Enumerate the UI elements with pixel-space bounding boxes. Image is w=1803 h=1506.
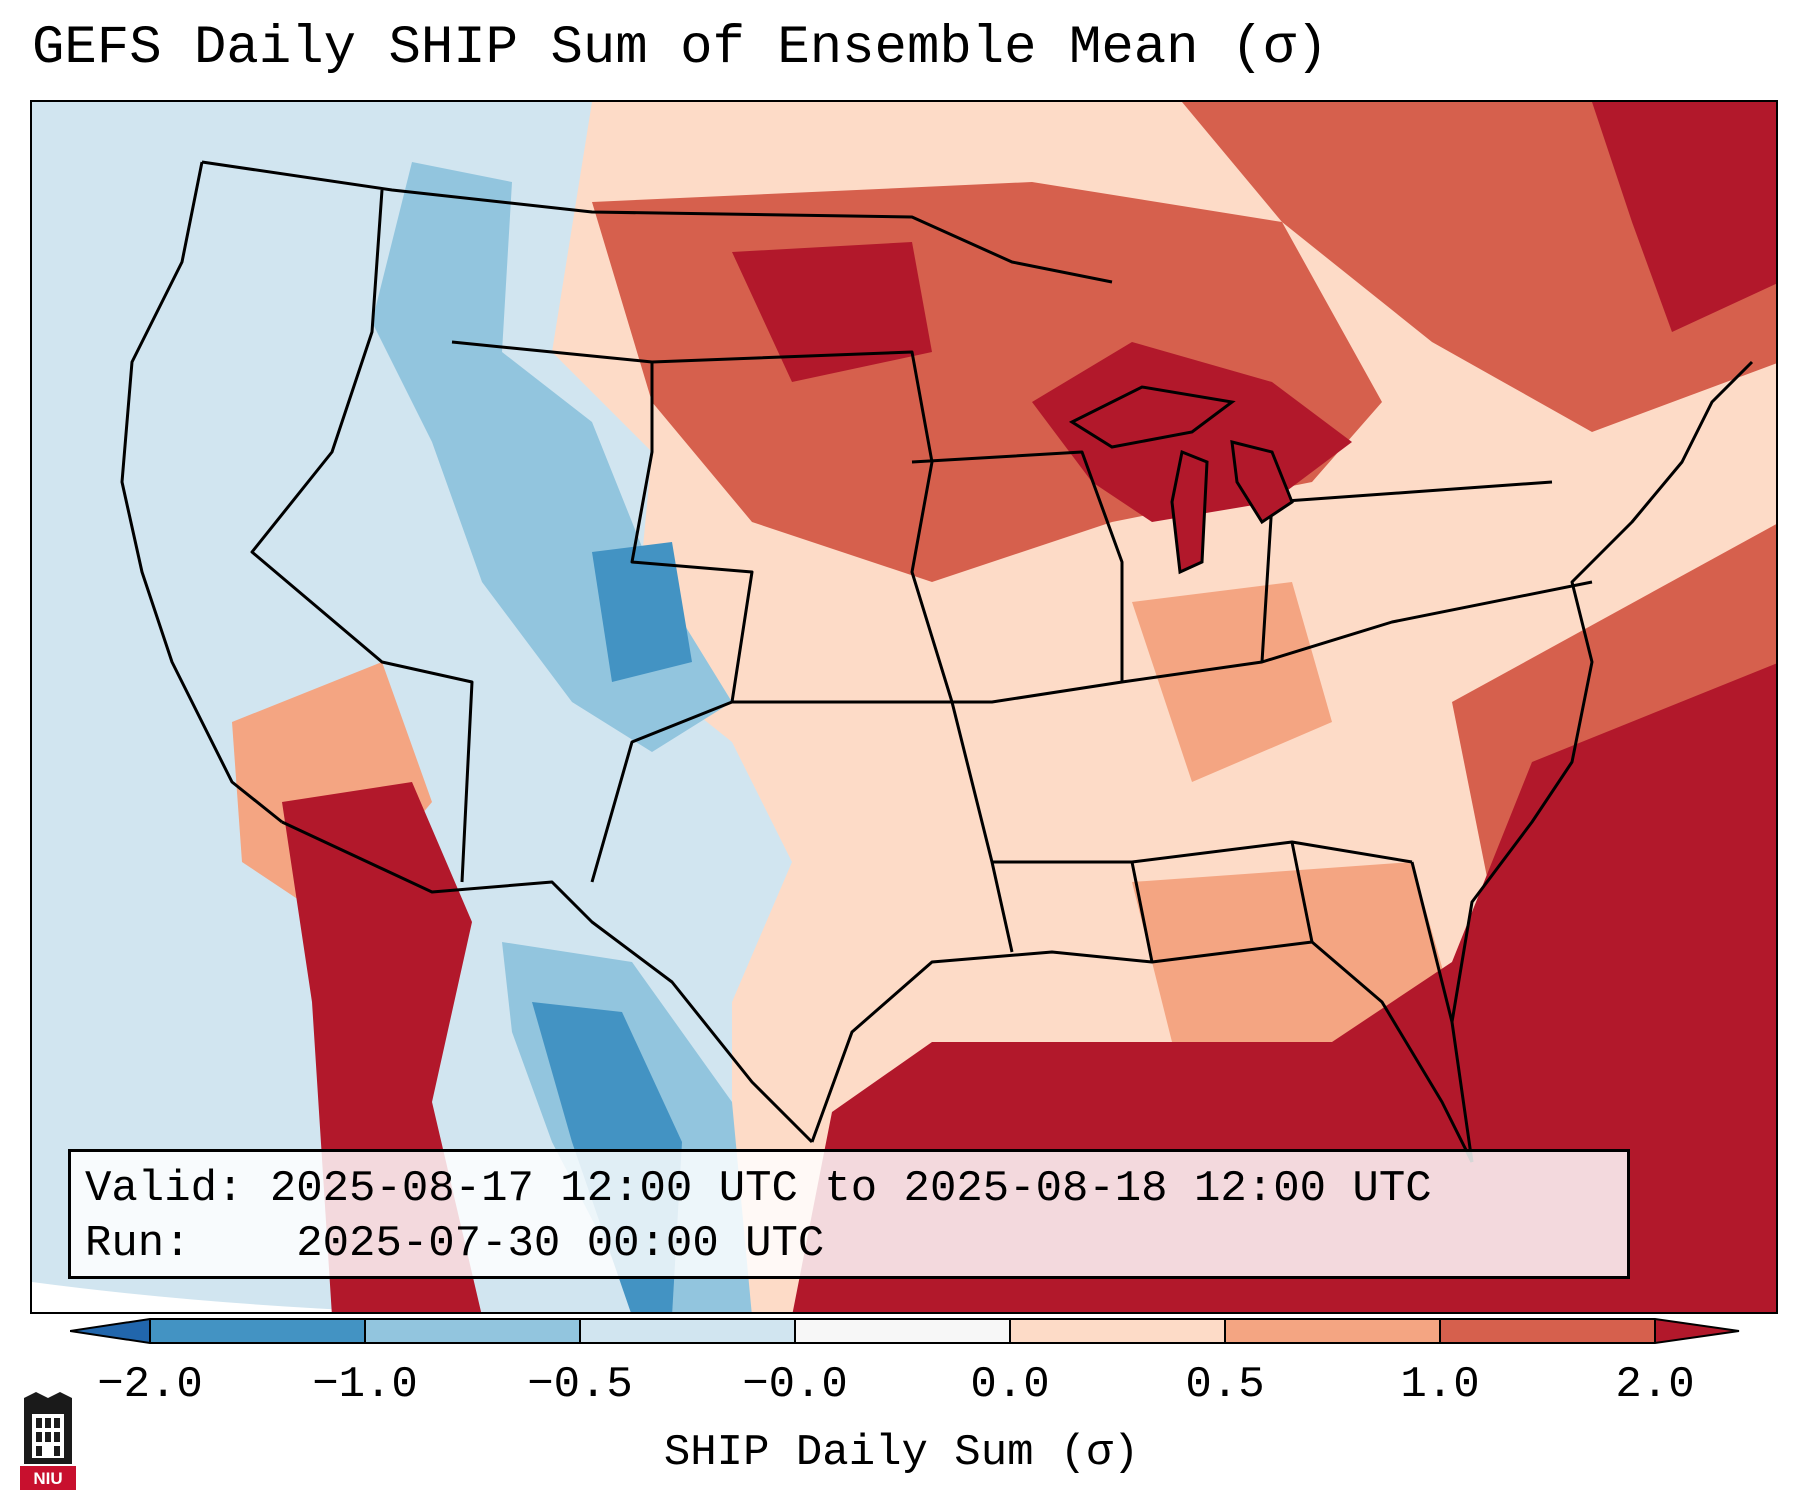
colorbar-bin-4 <box>795 1319 1010 1343</box>
colorbar-bin-5 <box>1010 1319 1225 1343</box>
tick-label: −0.5 <box>527 1360 633 1410</box>
lake-michigan <box>1170 449 1209 575</box>
domain-edge-sw <box>32 1282 391 1312</box>
east-coast <box>1450 360 1754 1163</box>
colorbar-bin-6 <box>1225 1319 1440 1343</box>
gulf-coast <box>810 940 1474 1163</box>
run-label: Run: <box>85 1219 191 1269</box>
state-line-south <box>992 840 1413 864</box>
chart-title: GEFS Daily SHIP Sum of Ensemble Mean (σ) <box>32 18 1329 79</box>
colorbar-over-arrow <box>1655 1319 1739 1343</box>
colorbar <box>70 1318 1740 1344</box>
valid-run-info-box: Valid: 2025-08-17 12:00 UTC to 2025-08-1… <box>68 1149 1630 1279</box>
colorbar-under-arrow <box>70 1319 150 1343</box>
colorbar-bin-3 <box>580 1319 795 1343</box>
tick-label: −1.0 <box>312 1360 418 1410</box>
lake-superior <box>1068 385 1236 449</box>
valid-time-range: 2025-08-17 12:00 UTC to 2025-08-18 12:00… <box>269 1164 1432 1214</box>
colorbar-bin-7 <box>1440 1319 1655 1343</box>
moderate-anomaly-ohio <box>1132 582 1332 782</box>
colorbar-bin-1 <box>150 1319 365 1343</box>
state-line-southeast <box>1130 841 1454 1023</box>
us-mexico-border <box>281 820 814 1144</box>
state-line-rockies <box>451 340 754 883</box>
us-west-coast <box>120 161 283 824</box>
niu-logo: NIU <box>20 1392 76 1490</box>
run-time: 2025-07-30 00:00 UTC <box>296 1219 825 1269</box>
very-strong-anomaly-dakotas <box>732 242 932 382</box>
state-line-central <box>732 580 1593 704</box>
anomaly-map <box>32 102 1776 1312</box>
tick-label: 2.0 <box>1615 1360 1695 1410</box>
tick-label: −0.0 <box>742 1360 848 1410</box>
state-line-west <box>250 189 474 883</box>
boundaries <box>120 160 1754 1163</box>
state-line-ohio <box>1260 480 1553 663</box>
tick-label: −2.0 <box>97 1360 203 1410</box>
cool-anomaly-colorado <box>592 542 692 682</box>
map-panel <box>30 100 1778 1314</box>
great-lakes <box>1068 385 1294 575</box>
very-strong-anomaly-quebec <box>1592 102 1776 332</box>
colorbar-label: SHIP Daily Sum (σ) <box>663 1428 1140 1478</box>
us-canada-border <box>201 160 1113 284</box>
valid-label: Valid: <box>85 1164 244 1214</box>
colorbar-ticks: −2.0 −1.0 −0.5 −0.0 0.0 0.5 1.0 2.0 <box>0 1360 1803 1420</box>
tick-label: 0.0 <box>970 1360 1050 1410</box>
lake-huron <box>1230 440 1294 525</box>
state-line-midwest <box>911 450 1124 682</box>
tick-label: 0.5 <box>1185 1360 1265 1410</box>
svg-text:NIU: NIU <box>33 1469 62 1488</box>
tick-label: 1.0 <box>1400 1360 1480 1410</box>
colorbar-bin-2 <box>365 1319 580 1343</box>
